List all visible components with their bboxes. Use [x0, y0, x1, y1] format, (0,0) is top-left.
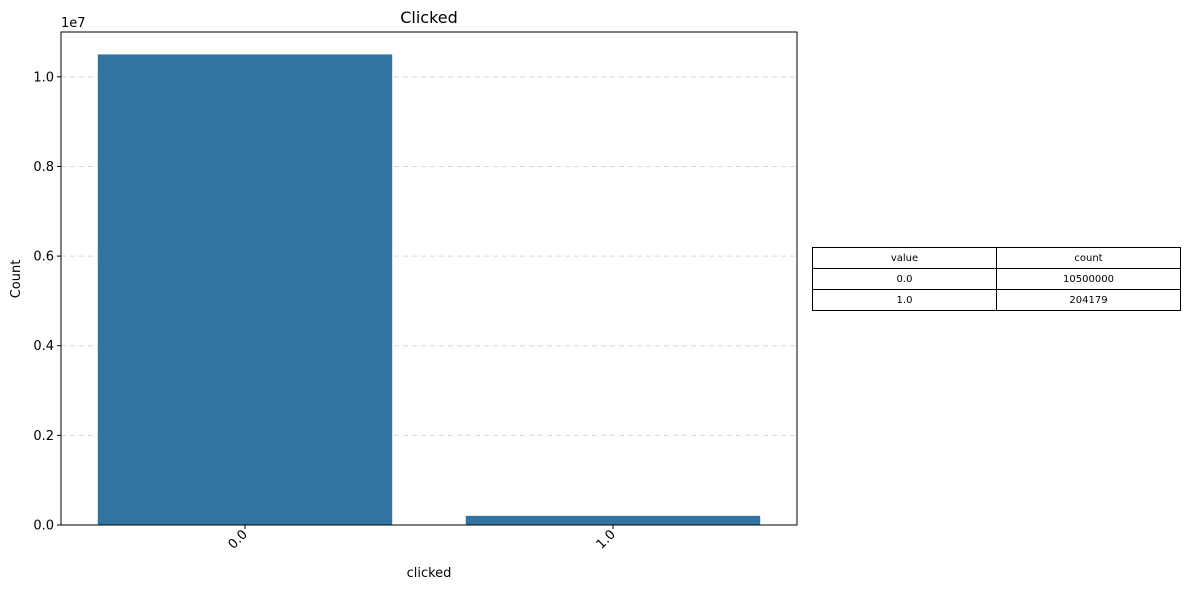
table-row: 1.0 204179 [812, 289, 1181, 311]
table-cell-value: 0.0 [812, 268, 997, 290]
y-axis-label: Count [9, 260, 24, 299]
y-tick-label: 0.2 [33, 429, 54, 444]
y-axis-ticks: 0.0 0.2 0.4 0.6 0.8 1.0 [33, 70, 61, 534]
table-cell-value: 1.0 [812, 289, 997, 311]
x-axis-label: clicked [407, 566, 452, 581]
chart-title: Clicked [400, 8, 458, 27]
table-header-count: count [996, 247, 1181, 269]
x-tick-label: 1.0 [594, 527, 619, 552]
x-tick-label: 0.0 [226, 527, 251, 552]
bars [97, 54, 761, 526]
x-axis-ticks: 0.0 1.0 [226, 525, 619, 552]
y-tick-label: 0.8 [33, 160, 54, 175]
value-count-table: value count 0.0 10500000 1.0 204179 [812, 247, 1181, 311]
y-tick-label: 0.4 [33, 339, 54, 354]
table-cell-count: 204179 [996, 289, 1181, 311]
grid-lines [61, 76, 797, 436]
y-tick-label: 0.6 [33, 250, 54, 265]
y-tick-label: 0.0 [33, 519, 54, 534]
table-header-value: value [812, 247, 997, 269]
plot-frame [60, 31, 798, 526]
bar [465, 515, 761, 525]
table-header-row: value count [812, 247, 1181, 269]
table-cell-count: 10500000 [996, 268, 1181, 290]
table-row: 0.0 10500000 [812, 268, 1181, 290]
y-offset-label: 1e7 [61, 16, 86, 31]
y-tick-label: 1.0 [33, 70, 54, 85]
bar [97, 54, 393, 526]
